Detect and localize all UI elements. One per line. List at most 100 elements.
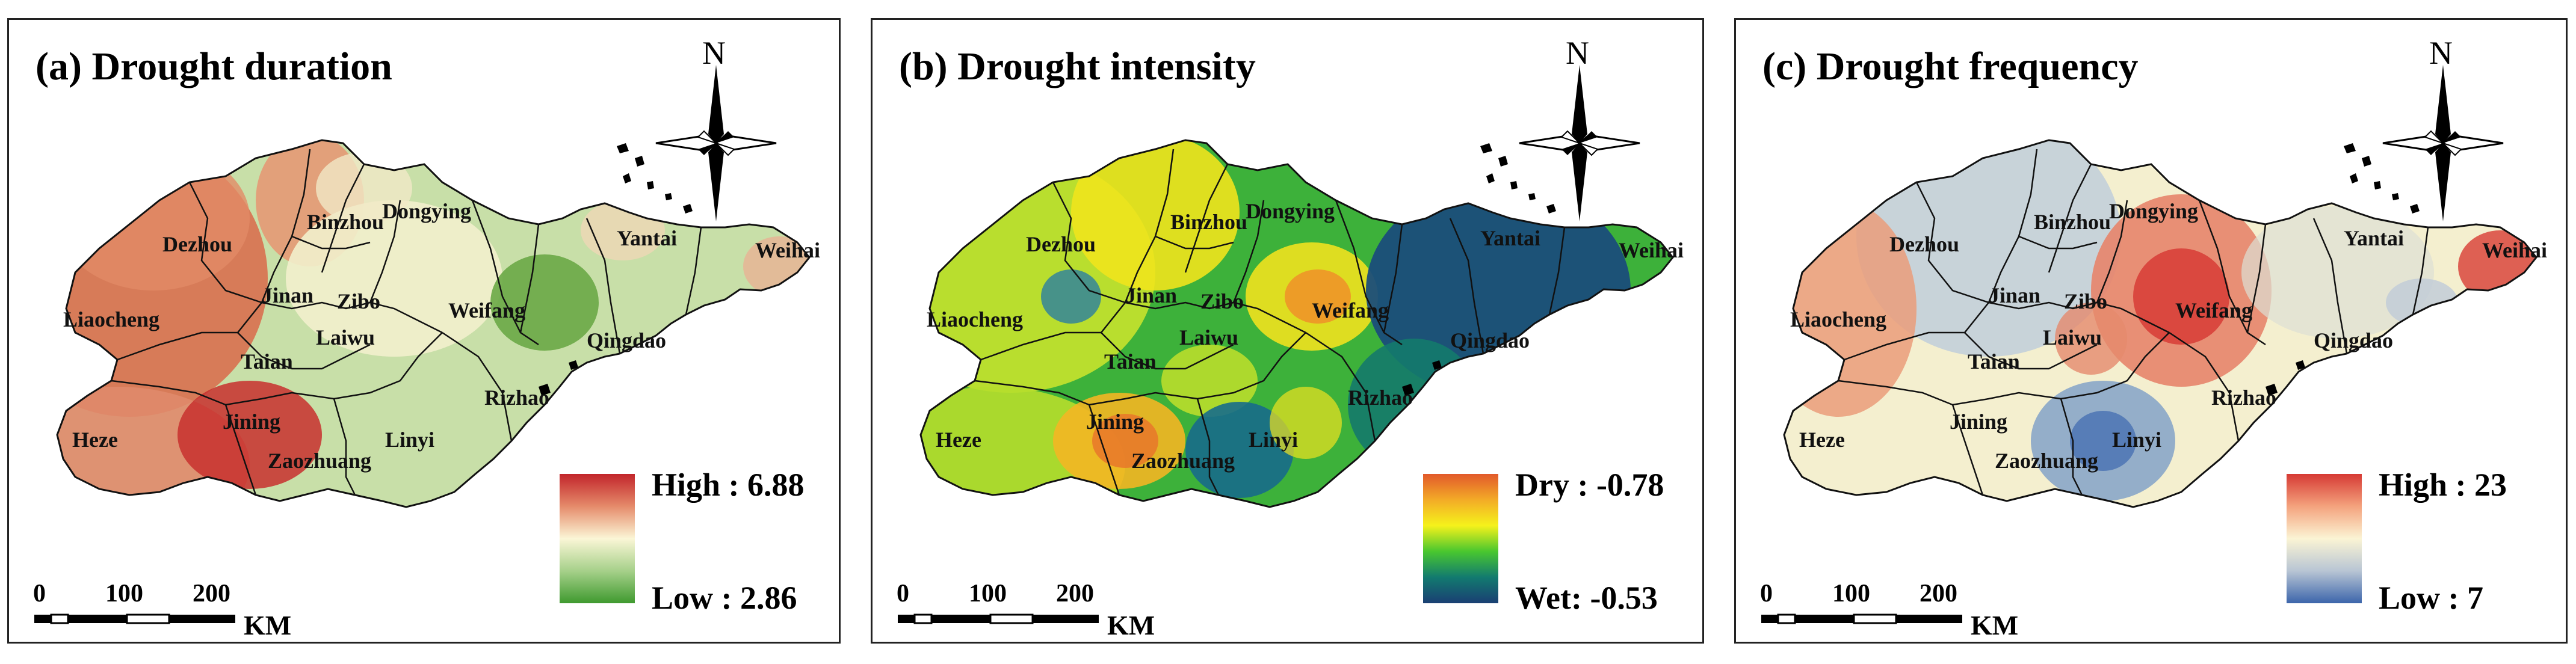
city-label-dezhou: Dezhou	[1026, 232, 1096, 256]
city-label-dezhou: Dezhou	[1889, 232, 1959, 256]
prefecture-border	[1305, 331, 1376, 441]
city-label-liaocheng: Liaocheng	[63, 307, 159, 331]
prefecture-border	[1988, 301, 2098, 310]
scale-segments	[1761, 613, 1962, 624]
north-label: N	[1566, 35, 1589, 71]
city-label-liaocheng: Liaocheng	[1790, 307, 1886, 331]
island	[2296, 360, 2305, 370]
prefecture-border	[974, 380, 1090, 406]
city-label-weihai: Weihai	[2482, 238, 2547, 262]
city-label-heze: Heze	[936, 428, 981, 452]
city-label-jinan: Jinan	[1125, 283, 1177, 307]
island	[1486, 173, 1495, 183]
city-label-jinan: Jinan	[262, 283, 314, 307]
city-label-taian: Taian	[241, 349, 293, 374]
city-label-rizhao: Rizhao	[1348, 386, 1413, 410]
city-label-weifang: Weifang	[448, 298, 525, 322]
islands	[539, 143, 693, 396]
prefecture-border	[1548, 227, 1566, 315]
prefecture-border	[1951, 404, 1984, 496]
prefecture-border	[333, 398, 356, 496]
island	[2362, 156, 2371, 167]
scale-tick-0: 0	[897, 580, 909, 607]
scale-tick-100: 100	[105, 580, 143, 607]
prefecture-border	[980, 302, 1126, 361]
prefecture-border	[2169, 331, 2240, 441]
city-label-binzhou: Binzhou	[307, 210, 384, 234]
city-label-laiwu: Laiwu	[316, 325, 375, 349]
island	[2344, 143, 2356, 153]
island	[2410, 204, 2420, 214]
city-label-liaocheng: Liaocheng	[927, 307, 1023, 331]
city-label-dezhou: Dezhou	[162, 232, 232, 256]
north-label: N	[702, 35, 726, 71]
city-label-binzhou: Binzhou	[2034, 210, 2111, 234]
prefecture-border	[261, 301, 371, 310]
prefecture-border	[2412, 227, 2429, 315]
prefecture-border	[1335, 200, 1403, 346]
island	[539, 384, 551, 396]
legend-high-label: High : 6.88	[652, 467, 805, 503]
city-label-weihai: Weihai	[1619, 238, 1684, 262]
island	[1528, 193, 1536, 200]
prefecture-border	[2096, 301, 2170, 334]
prefecture-border	[442, 331, 513, 441]
city-label-linyi: Linyi	[1249, 428, 1298, 452]
island	[2266, 384, 2278, 396]
city-label-weifang: Weifang	[2175, 298, 2252, 322]
prefecture-border	[1844, 302, 1989, 361]
north-arrow-icon	[1519, 65, 1640, 221]
prefecture-border	[2018, 235, 2098, 250]
island	[2392, 193, 2399, 200]
prefecture-border	[117, 302, 262, 361]
north-arrow-icon	[2382, 65, 2504, 221]
city-label-qingdao: Qingdao	[1450, 328, 1530, 352]
city-label-linyi: Linyi	[2112, 428, 2161, 452]
prefecture-border	[2246, 224, 2267, 333]
island	[683, 204, 693, 214]
prefecture-border	[471, 200, 539, 346]
prefecture-border	[1197, 332, 1306, 400]
island	[1546, 204, 1556, 214]
city-label-laiwu: Laiwu	[1179, 325, 1238, 349]
island	[1432, 360, 1442, 370]
island	[2350, 173, 2358, 183]
city-label-binzhou: Binzhou	[1170, 210, 1247, 234]
city-label-zibo: Zibo	[2064, 289, 2107, 313]
scale-tick-100: 100	[1832, 580, 1870, 607]
prefecture-border	[1088, 404, 1120, 496]
prefecture-border	[1952, 392, 2062, 406]
scale-unit: KM	[244, 610, 292, 641]
prefecture-border	[1089, 392, 1198, 406]
city-label-weifang: Weifang	[1312, 298, 1389, 322]
prefecture-border	[369, 301, 443, 334]
scale-tick-200: 200	[1056, 580, 1094, 607]
island	[665, 193, 672, 200]
prefecture-border	[2060, 332, 2170, 400]
scale-tick-0: 0	[33, 580, 46, 607]
prefecture-border	[1196, 398, 1220, 496]
scale-bar: 0 100 200 KM	[33, 579, 310, 641]
city-label-zibo: Zibo	[1200, 289, 1244, 313]
prefecture-border	[225, 392, 335, 406]
prefecture-border	[2096, 200, 2128, 303]
city-label-laiwu: Laiwu	[2043, 325, 2102, 349]
legend-color-bar	[560, 474, 635, 603]
prefecture-border	[2060, 398, 2083, 496]
prefecture-borders	[111, 149, 702, 496]
prefecture-border	[1125, 301, 1234, 310]
legend-high-label: Dry : -0.78	[1515, 467, 1664, 503]
city-label-zibo: Zibo	[337, 289, 380, 313]
panel-title: (b) Drought intensity	[899, 45, 1256, 88]
island	[1510, 181, 1518, 189]
legend-low-label: Wet: -0.53	[1515, 580, 1658, 616]
prefecture-border	[1233, 301, 1306, 334]
prefecture-border	[1838, 380, 1953, 406]
panel-title: (a) Drought duration	[36, 45, 392, 88]
prefecture-border	[2048, 164, 2092, 273]
